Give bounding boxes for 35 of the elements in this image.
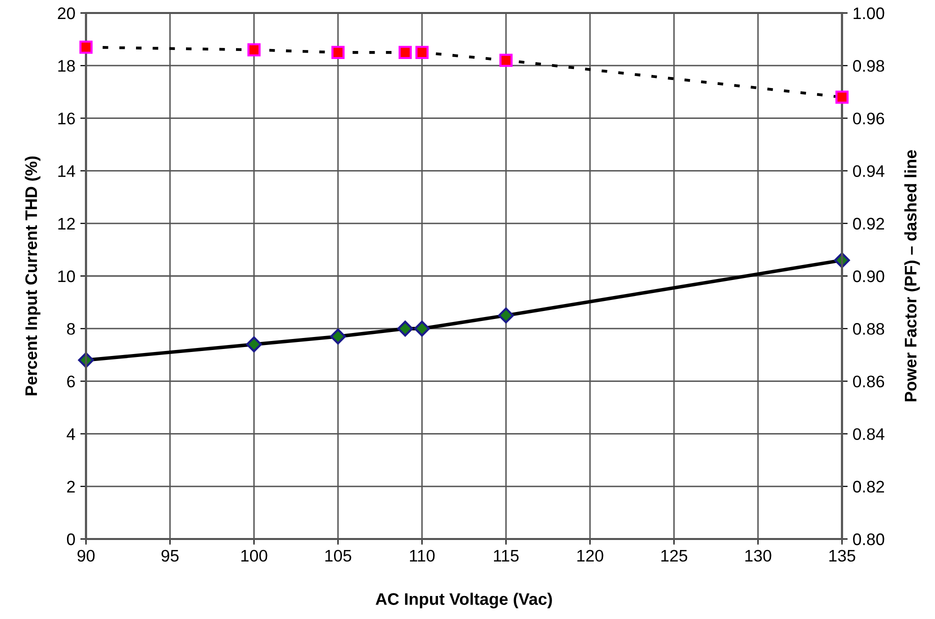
y-axis-title: Percent Input Current THD (%): [24, 156, 40, 396]
y-tick-label: 12: [58, 218, 75, 230]
y-tick-label: 8: [67, 323, 75, 335]
y2-tick-label: 0.82: [853, 480, 884, 493]
y2-tick-label: 0.86: [853, 376, 884, 388]
y2-tick-label: 0.96: [853, 112, 884, 124]
y2-tick-label: 0.98: [853, 60, 884, 72]
y2-tick-label: 0.88: [853, 323, 884, 335]
x-tick-label: 110: [410, 550, 435, 562]
y-tick-label: 6: [67, 376, 75, 388]
y2-tick-label: 1.00: [854, 7, 884, 20]
y-tick-label: 2: [67, 480, 75, 492]
x-tick-label: 105: [325, 550, 352, 562]
x-tick-label: 135: [829, 550, 856, 562]
x-tick-label: 90: [78, 550, 95, 562]
y-tick-label: 18: [58, 60, 75, 72]
x-tick-label: 125: [661, 550, 688, 562]
x-tick-label: 115: [494, 550, 519, 562]
y2-tick-label: 0.80: [853, 533, 884, 546]
y2-axis-title: Power Factor (PF) – dashed line: [904, 150, 920, 402]
y-tick-label: 16: [58, 112, 75, 124]
x-tick-label: 95: [162, 550, 179, 562]
y2-tick-label: 0.90: [853, 270, 884, 282]
y-tick-label: 14: [58, 165, 76, 177]
x-tick-label: 120: [577, 550, 604, 562]
y2-tick-label: 0.94: [853, 165, 884, 178]
x-tick-label: 130: [745, 550, 772, 562]
y2-tick-label: 0.92: [853, 218, 884, 230]
y-tick-label: 4: [66, 428, 76, 440]
y-tick-label: 10: [58, 270, 75, 282]
x-axis-title: AC Input Voltage (Vac): [376, 592, 552, 608]
x-tick-label: 100: [241, 550, 268, 562]
y-tick-label: 20: [58, 7, 75, 20]
y-tick-label: 0: [66, 533, 75, 546]
y2-tick-label: 0.84: [853, 428, 884, 440]
